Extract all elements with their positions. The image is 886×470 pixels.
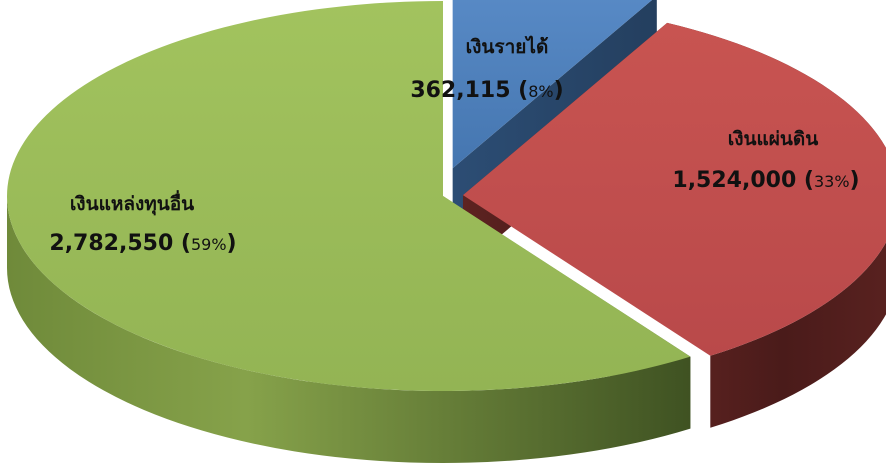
slice-label-2: เงินแหล่งทุนอื่น 2,782,550 (59%) [49, 190, 236, 256]
slice-name-1: เงินแผ่นดิน [728, 128, 818, 150]
slice-top-0 [452, 0, 652, 169]
slice-value-number-1: 1,524,000 [672, 168, 796, 193]
slice-value-number-0: 362,115 [410, 78, 510, 103]
slice-top-2 [7, 1, 691, 391]
slice-value-2: 2,782,550 (59%) [49, 231, 236, 256]
slice-percent-2: 59% [191, 235, 227, 254]
slice-name-0: เงินรายได้ [466, 35, 549, 58]
slice-name-2: เงินแหล่งทุนอื่น [70, 190, 194, 216]
slice-top-1 [462, 22, 886, 356]
slice-value-number-2: 2,782,550 [49, 231, 173, 256]
slice-percent-1: 33% [814, 172, 850, 191]
slices-layer [6, 0, 886, 464]
slice-value-0: 362,115 (8%) [410, 78, 563, 103]
slice-value-1: 1,524,000 (33%) [672, 168, 859, 193]
slice-label-0: เงินรายได้ 362,115 (8%) [410, 35, 563, 103]
slice-label-1: เงินแผ่นดิน 1,524,000 (33%) [672, 128, 859, 193]
slice-percent-0: 8% [528, 82, 553, 101]
slice-wall-2 [6, 196, 691, 464]
